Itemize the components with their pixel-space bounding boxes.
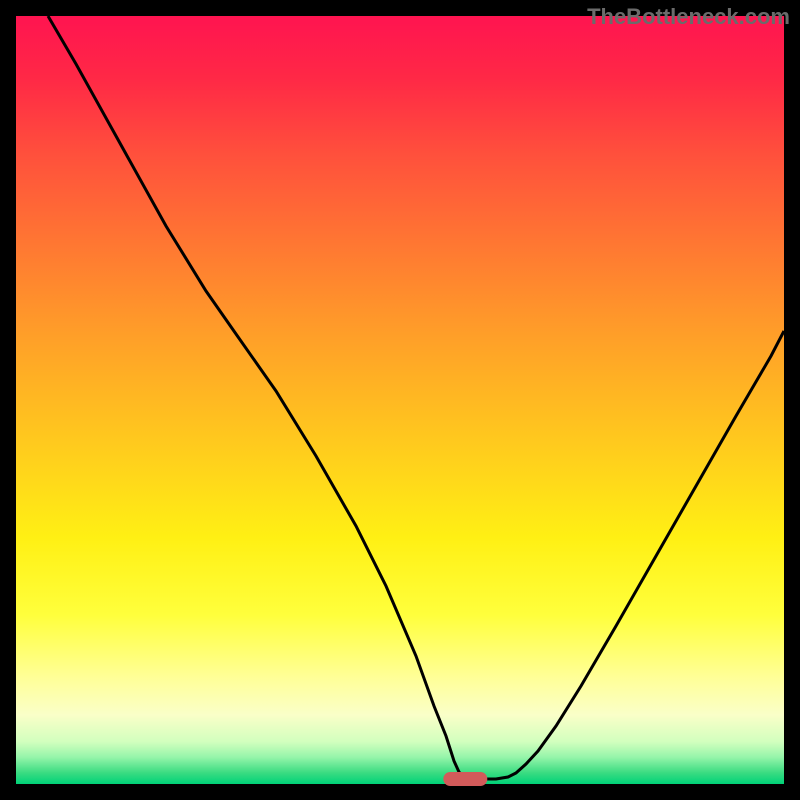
optimum-marker — [443, 772, 487, 786]
watermark-text: TheBottleneck.com — [587, 4, 790, 30]
chart-frame: TheBottleneck.com — [0, 0, 800, 800]
plot-background-gradient — [16, 16, 784, 784]
bottleneck-chart — [0, 0, 800, 800]
